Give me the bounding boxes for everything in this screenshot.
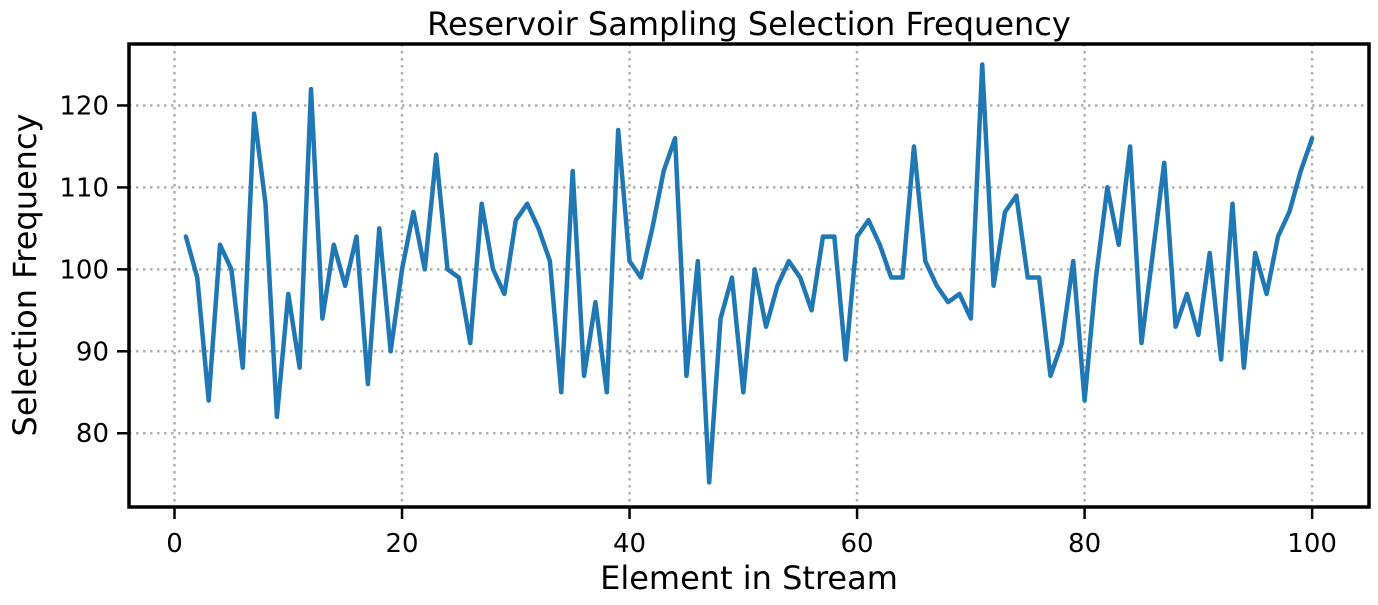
- plot-frame: [127, 42, 1371, 509]
- y-tick-label: 120: [59, 91, 109, 121]
- x-tick-label: 40: [613, 529, 646, 559]
- x-tick-label: 0: [166, 529, 183, 559]
- x-tick-label: 100: [1287, 529, 1337, 559]
- y-tick-label: 80: [76, 419, 109, 449]
- y-tick-label: 100: [59, 255, 109, 285]
- series-layer: [183, 62, 1315, 485]
- x-tick-label: 20: [385, 529, 418, 559]
- axis-ticks: 0 20 40 60 80 100 80 90 100 110 120: [59, 91, 1337, 559]
- x-tick-label: 80: [1068, 529, 1101, 559]
- x-axis-label: Element in Stream: [600, 559, 898, 597]
- chart-title: Reservoir Sampling Selection Frequency: [427, 5, 1071, 43]
- y-tick-label: 110: [59, 173, 109, 203]
- x-tick-label: 60: [841, 529, 874, 559]
- y-axis-label: Selection Frequency: [6, 114, 44, 437]
- y-tick-label: 90: [76, 337, 109, 367]
- grid-lines: [129, 44, 1369, 507]
- series-line-1: [183, 62, 1315, 485]
